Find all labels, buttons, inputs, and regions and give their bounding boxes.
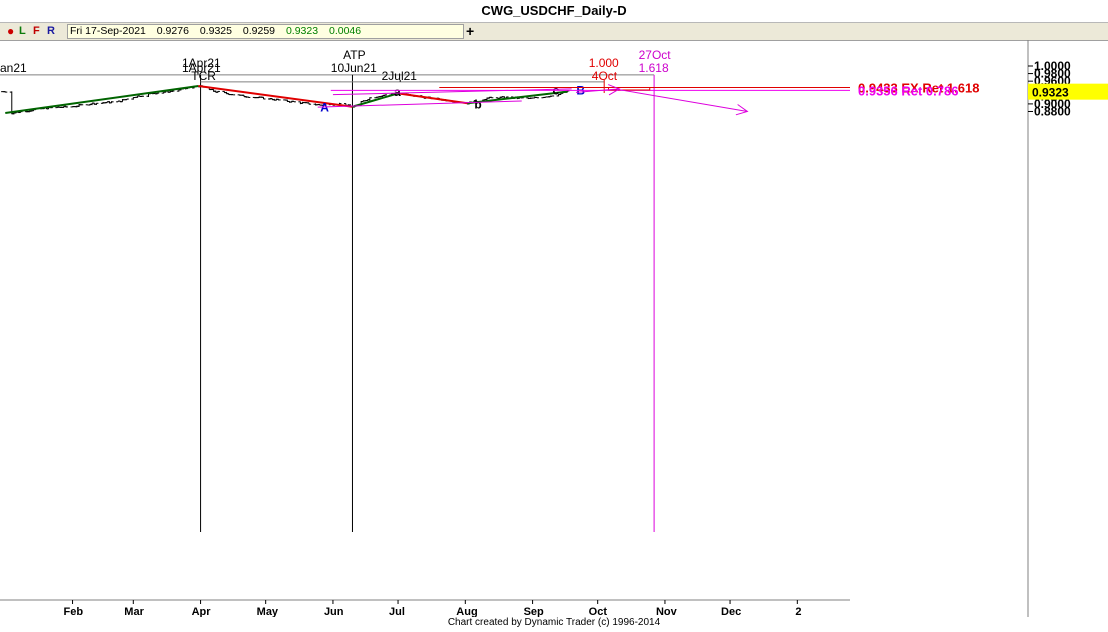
- time-annotation-label: TCR: [191, 69, 216, 83]
- ohlc-close: 0.9323: [285, 25, 319, 37]
- last-price-label: 0.9323: [1032, 86, 1069, 100]
- target-box: [608, 86, 651, 91]
- red-dot-icon: ●: [7, 24, 15, 38]
- wave-line: [467, 90, 568, 105]
- x-tick-label: Nov: [656, 606, 678, 617]
- wave-line: [5, 84, 199, 114]
- info-toolbar: ● L F R Fri 17-Sep-2021 0.9276 0.9325 0.…: [0, 23, 1108, 41]
- ohlc-open: 0.9276: [156, 25, 189, 37]
- wave-label: a: [394, 85, 401, 99]
- projection-arrow-down: [619, 89, 748, 112]
- ohlc-high: 0.9325: [199, 25, 232, 37]
- time-annotation-label: 1.618: [639, 61, 669, 75]
- r-button[interactable]: R: [47, 25, 55, 37]
- time-annotation-label: 2Jul21: [382, 69, 418, 83]
- time-annotation-label: 27Oct: [639, 48, 672, 62]
- x-tick-label: Jun: [324, 606, 344, 617]
- x-tick-label: 2: [795, 606, 801, 617]
- time-annotation-label: 1.000: [589, 56, 619, 70]
- x-tick-label: May: [257, 606, 279, 617]
- x-tick-label: Sep: [524, 606, 544, 617]
- time-annotation-label: 1Apr21: [182, 61, 221, 75]
- x-tick-label: Oct: [589, 606, 608, 617]
- projection-arrow-up-head: [608, 84, 621, 96]
- x-tick-label: Jul: [389, 606, 405, 617]
- wave-label: b: [474, 97, 481, 111]
- wave-lines: AabcB: [5, 84, 585, 115]
- wave-line: [352, 92, 399, 108]
- y-tick-label: 0.9000: [1034, 97, 1071, 111]
- channel-line: [317, 100, 522, 108]
- time-annotation-label: 1Apr21: [182, 56, 221, 70]
- wave-line: [198, 84, 353, 108]
- l-button[interactable]: L: [19, 25, 26, 37]
- crosshair-button[interactable]: +: [466, 23, 475, 39]
- x-tick-label: Feb: [64, 606, 84, 617]
- time-annotation-label: ATP: [343, 48, 365, 62]
- time-annotation-label: 10Jun21: [331, 61, 377, 75]
- f-button[interactable]: F: [33, 25, 40, 37]
- chart-frame: [0, 40, 1029, 617]
- ohlc-change: 0.0046: [328, 25, 362, 37]
- wave-line: [397, 92, 468, 105]
- time-annotation-label: an21: [0, 61, 27, 75]
- price-level-label: 0.9433 EX Ret 1.618: [858, 80, 979, 95]
- window-title: CWG_USDCHF_Daily-D: [0, 0, 1108, 23]
- projection-arrow-up: [575, 88, 620, 93]
- x-tick-label: Mar: [124, 606, 144, 617]
- wave-label: A: [320, 101, 329, 115]
- y-tick-label: 1.0000: [1034, 59, 1071, 73]
- last-price-badge: [1028, 83, 1108, 100]
- axes: 1.00000.98000.96000.94000.92000.90000.88…: [64, 59, 1108, 617]
- x-tick-label: Dec: [721, 606, 741, 617]
- time-annotation-label: 4Oct: [592, 69, 618, 83]
- price-level-label: 0.9356 Ret 0.786: [858, 83, 958, 98]
- price-bars: [1, 85, 570, 115]
- ohlc-date: Fri 17-Sep-2021: [70, 25, 146, 37]
- ohlc-readout: Fri 17-Sep-2021 0.9276 0.9325 0.9259 0.9…: [67, 24, 464, 39]
- y-tick-label: 0.8800: [1034, 104, 1071, 118]
- x-tick-label: Aug: [456, 606, 477, 617]
- footer-credit: Chart created by Dynamic Trader (c) 1996…: [447, 617, 661, 628]
- ohlc-low: 0.9259: [242, 25, 276, 37]
- projection-arrow-down-head: [735, 104, 749, 116]
- channel-line: [332, 88, 572, 96]
- x-tick-label: Apr: [192, 606, 212, 617]
- y-tick-label: 0.9800: [1034, 67, 1071, 81]
